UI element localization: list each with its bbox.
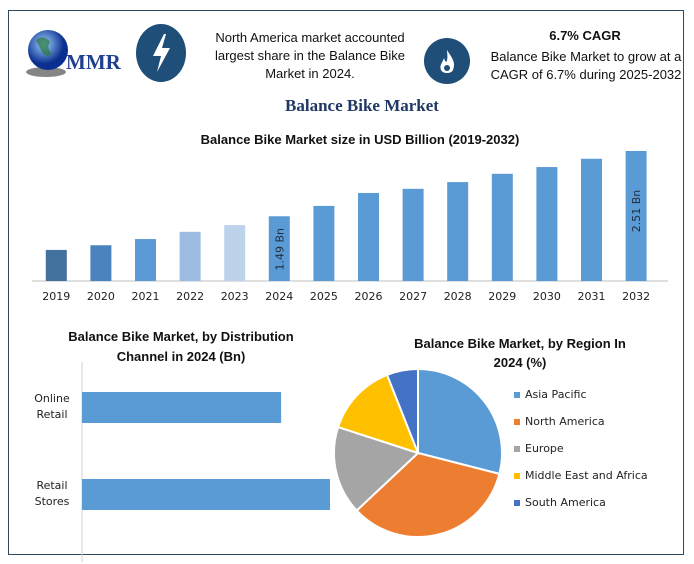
logo-text: MMR	[66, 50, 121, 74]
bar-2019	[45, 249, 67, 281]
slice-europe	[333, 425, 420, 512]
x-tick-label: 2025	[310, 290, 338, 303]
category-label: Retail	[36, 479, 67, 492]
x-tick-label: 2026	[355, 290, 383, 303]
legend-marker	[514, 473, 520, 479]
x-tick-label: 2032	[622, 290, 650, 303]
x-tick-label: 2030	[533, 290, 561, 303]
distribution-chart-title: Balance Bike Market, by Distribution Cha…	[68, 329, 294, 364]
bar-2025	[313, 205, 335, 281]
legend-label: North America	[525, 415, 605, 428]
x-tick-label: 2023	[221, 290, 249, 303]
data-label-2024: 1.49 Bn	[273, 228, 286, 271]
mmr-logo: MMR	[24, 26, 134, 86]
bar-2022	[179, 231, 201, 281]
bar-2026	[358, 192, 379, 281]
x-tick-label: 2024	[265, 290, 293, 303]
legend-label: Asia Pacific	[525, 388, 587, 401]
lightning-icon	[136, 24, 186, 82]
x-tick-label: 2029	[488, 290, 516, 303]
bar-retail-stores	[82, 479, 330, 510]
bar-online-retail	[82, 392, 282, 423]
data-label-2032: 2.51 Bn	[630, 190, 643, 233]
bar-2021	[135, 239, 156, 281]
cagr-text: Balance Bike Market to grow at a CAGR of…	[490, 49, 682, 82]
x-tick-label: 2027	[399, 290, 427, 303]
legend-marker	[514, 392, 520, 398]
page-title: Balance Bike Market	[285, 96, 439, 115]
x-tick-label: 2022	[176, 290, 204, 303]
market-size-bar-chart: 2019 2020 2021 2022 2023 2024 1.49 Bn 2025 2026 2…	[32, 151, 668, 303]
bar-chart-title: Balance Bike Market size in USD Billion …	[200, 132, 520, 147]
slice-middle-east-and-africa	[336, 373, 420, 455]
info-north-america: North America market accounted largest s…	[214, 30, 406, 81]
x-tick-label: 2031	[578, 290, 606, 303]
bar-2030	[536, 167, 558, 281]
category-label: Retail	[36, 408, 67, 421]
x-tick-label: 2021	[132, 290, 160, 303]
distribution-bar-chart: Online Retail Retail Stores	[34, 362, 330, 562]
legend-marker	[514, 500, 520, 506]
slice-asia-pacific	[417, 367, 503, 476]
bar-2028	[447, 182, 469, 281]
bar-2024	[268, 216, 290, 281]
legend-label: Europe	[525, 442, 564, 455]
legend-marker	[514, 446, 520, 452]
bar-2032	[625, 151, 647, 281]
cagr-title: 6.7% CAGR	[549, 28, 621, 43]
bar-2020	[90, 245, 112, 281]
bar-2031	[581, 158, 602, 281]
slice-north-america	[355, 451, 501, 538]
legend-marker	[514, 419, 520, 425]
legend-label: South America	[525, 496, 606, 509]
x-tick-label: 2020	[87, 290, 115, 303]
category-label: Online	[34, 392, 70, 405]
flame-icon	[424, 38, 470, 84]
slice-south-america	[385, 367, 419, 454]
bar-2029	[491, 173, 513, 281]
category-label: Stores	[35, 495, 70, 508]
bar-2027	[402, 188, 424, 281]
bar-2023	[224, 225, 246, 281]
region-chart-title: Balance Bike Market, by Region In 2024 (…	[414, 336, 626, 370]
legend-label: Middle East and Africa	[525, 469, 648, 482]
x-tick-label: 2028	[444, 290, 472, 303]
x-tick-label: 2019	[42, 290, 70, 303]
region-pie-chart: Asia Pacific North America Europe Middle Ea…	[333, 367, 648, 538]
border-frame	[8, 10, 684, 555]
